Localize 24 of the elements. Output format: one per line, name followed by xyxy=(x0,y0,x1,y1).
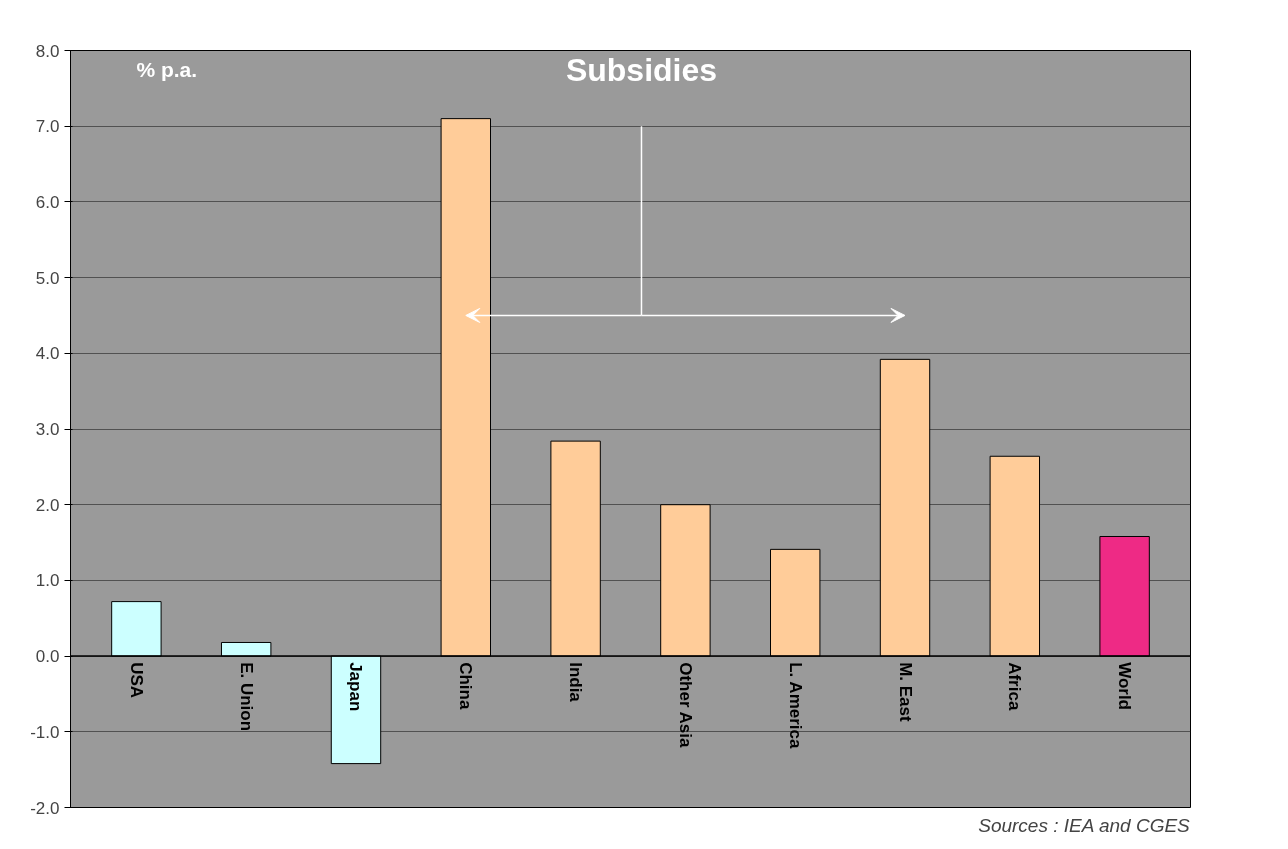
y-tick-label: 4.0 xyxy=(35,344,60,364)
x-tick-label: India xyxy=(566,662,586,703)
y-tick-label: 8.0 xyxy=(35,41,60,61)
x-tick-label: Other Asia xyxy=(675,662,695,749)
annotation: % p.a. xyxy=(136,57,198,81)
y-tick-label: 1.0 xyxy=(35,571,60,591)
x-tick-label: USA xyxy=(126,662,146,699)
y-tick-label: 0.0 xyxy=(35,647,60,667)
x-tick-label: World xyxy=(1115,662,1135,711)
x-tick-label: Africa xyxy=(1005,662,1025,711)
y-tick-label: 7.0 xyxy=(35,117,60,137)
source-note: Sources : IEA and CGES xyxy=(978,814,1191,836)
x-tick-label: Japan xyxy=(346,662,366,712)
x-tick-label: M. East xyxy=(895,662,915,723)
y-tick-label: 2.0 xyxy=(35,495,60,515)
y-tick-label: -2.0 xyxy=(30,798,60,818)
y-tick-label: -1.0 xyxy=(30,722,60,742)
x-tick-label: L. America xyxy=(785,662,805,749)
y-tick-label: 5.0 xyxy=(35,268,60,288)
x-tick-label: E. Union xyxy=(236,662,256,732)
x-tick-label: China xyxy=(456,662,476,710)
annotation: Subsidies xyxy=(565,52,718,89)
y-tick-label: 3.0 xyxy=(35,420,60,439)
y-tick-label: 6.0 xyxy=(35,192,60,212)
